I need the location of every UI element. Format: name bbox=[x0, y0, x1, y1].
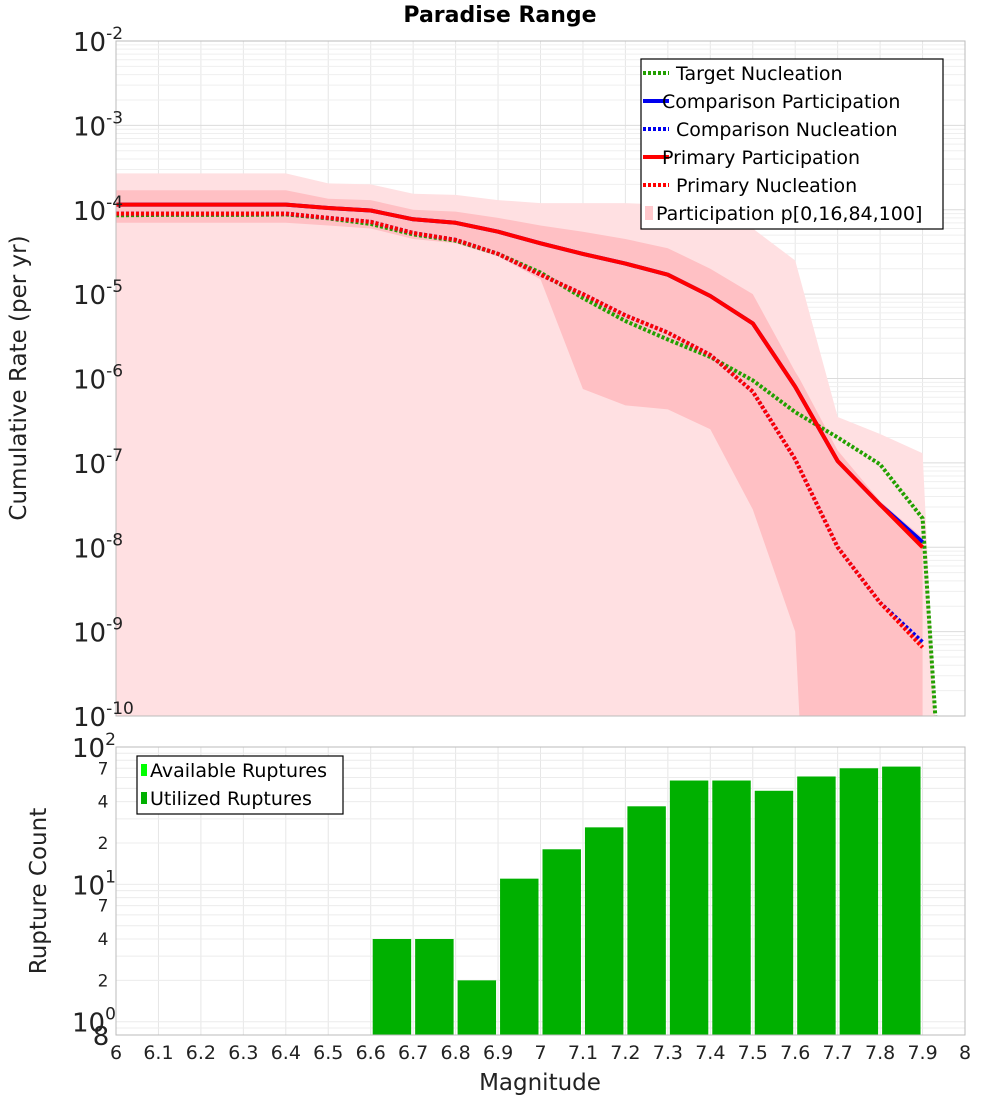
x-tick-label: 6 bbox=[110, 1042, 122, 1064]
top-y-tick-label: 10-2 bbox=[73, 24, 123, 58]
x-tick-label: 7.2 bbox=[610, 1042, 640, 1064]
x-tick-label: 7.7 bbox=[823, 1042, 853, 1064]
series-line-primary-participation bbox=[116, 202, 925, 549]
top-y-tick-label: 10-4 bbox=[73, 193, 123, 227]
band-p[16,84] bbox=[116, 190, 923, 717]
bar bbox=[627, 806, 666, 1035]
top-legend-box bbox=[640, 58, 944, 230]
x-tick-label: 6.8 bbox=[440, 1042, 470, 1064]
bottom-y-axis-label: Rupture Count bbox=[26, 808, 52, 974]
top-y-ticks: 10-2 10-3 10-4 10-5 10-6 10-7 10-8 10-9 10-10 bbox=[73, 24, 134, 733]
bottom-x-ticks: 6 6.1 6.2 6.3 6.4 6.5 6.6 6.7 6.8 6.9 7 7.1 7.2 7.3 7.… bbox=[110, 1042, 971, 1064]
legend-swatch bbox=[141, 764, 147, 776]
bottom-y-tick-label: 7 bbox=[98, 759, 109, 779]
bar bbox=[754, 790, 794, 1035]
x-tick-label: 6.9 bbox=[483, 1042, 513, 1064]
legend-label: Target Nucleation bbox=[675, 63, 843, 85]
bottom-legend-box bbox=[136, 755, 344, 815]
top-y-tick-label: 10-10 bbox=[73, 699, 134, 733]
x-tick-label: 6.3 bbox=[228, 1042, 258, 1064]
legend-label: Primary Nucleation bbox=[676, 175, 857, 197]
bottom-y-tick-label: 4 bbox=[98, 930, 109, 950]
series-line-primary-nucleation bbox=[116, 211, 925, 649]
x-tick-label: 6.5 bbox=[313, 1042, 343, 1064]
top-y-tick-label: 10-8 bbox=[73, 530, 123, 564]
top-y-tick-label: 10-5 bbox=[73, 277, 123, 311]
bar bbox=[839, 768, 879, 1035]
bottom-legend: Available Ruptures Utilized Ruptures bbox=[136, 755, 344, 815]
legend-swatch bbox=[645, 206, 653, 220]
x-tick-label: 7.6 bbox=[780, 1042, 810, 1064]
legend-label: Primary Participation bbox=[662, 147, 860, 169]
legend-label: Participation p[0,16,84,100] bbox=[656, 203, 922, 225]
top-y-tick-label: 10-6 bbox=[73, 362, 123, 396]
legend-swatch bbox=[141, 792, 147, 804]
bottom-y-tick-label: 7 bbox=[98, 897, 109, 917]
x-tick-label: 7 bbox=[534, 1042, 546, 1064]
legend-label: Comparison Nucleation bbox=[676, 119, 898, 141]
top-y-tick-label: 10-7 bbox=[73, 446, 123, 480]
bar bbox=[500, 878, 539, 1035]
top-y-tick-label: 10-9 bbox=[73, 615, 123, 649]
bar bbox=[797, 776, 836, 1035]
x-tick-label: 7.5 bbox=[738, 1042, 768, 1064]
bar bbox=[584, 827, 624, 1035]
bottom-y-tick-label: 102 bbox=[72, 730, 116, 764]
top-y-tick-label: 10-3 bbox=[73, 108, 123, 142]
legend-label: Comparison Participation bbox=[662, 91, 900, 113]
top-legend: Target Nucleation Comparison Participatio… bbox=[640, 58, 944, 230]
x-axis-label: Magnitude bbox=[479, 1070, 601, 1096]
legend-label: Utilized Ruptures bbox=[150, 788, 312, 810]
x-tick-label: 6.7 bbox=[398, 1042, 428, 1064]
top-plot-frame bbox=[115, 40, 966, 717]
bottom-y-tick-label: 101 bbox=[72, 867, 116, 901]
bar bbox=[669, 780, 709, 1035]
x-tick-label: 6.4 bbox=[271, 1042, 301, 1064]
x-tick-label: 8 bbox=[959, 1042, 971, 1064]
bottom-plot-frame bbox=[115, 746, 966, 1036]
x-tick-label: 7.3 bbox=[653, 1042, 683, 1064]
bar bbox=[542, 849, 581, 1035]
x-tick-label: 6.2 bbox=[186, 1042, 216, 1064]
top-panel: Paradise Range 10-210-310-410-510-610-71… bbox=[6, 3, 966, 733]
x-tick-label: 6.6 bbox=[356, 1042, 386, 1064]
x-tick-label: 6.1 bbox=[143, 1042, 173, 1064]
bar bbox=[712, 780, 751, 1035]
bottom-y-tick-label: 8 bbox=[93, 1022, 110, 1052]
legend-label: Available Ruptures bbox=[150, 760, 327, 782]
top-y-axis-label: Cumulative Rate (per yr) bbox=[6, 235, 32, 520]
bar bbox=[372, 939, 412, 1035]
bottom-y-tick-label: 100 bbox=[72, 1005, 116, 1039]
bottom-y-tick-label: 2 bbox=[98, 834, 109, 854]
bottom-y-tick-label: 2 bbox=[98, 971, 109, 991]
bar bbox=[415, 939, 454, 1035]
x-tick-label: 7.1 bbox=[568, 1042, 598, 1064]
top-lines bbox=[115, 202, 938, 717]
bar bbox=[882, 766, 921, 1035]
bottom-legend-items: Available Ruptures Utilized Ruptures bbox=[141, 760, 327, 810]
top-legend-items: Target Nucleation Comparison Participatio… bbox=[643, 63, 922, 225]
x-tick-label: 7.4 bbox=[695, 1042, 725, 1064]
chart-title: Paradise Range bbox=[403, 3, 596, 28]
bottom-y-tick-label: 4 bbox=[98, 793, 109, 813]
bar bbox=[457, 980, 497, 1035]
bottom-bars bbox=[372, 766, 921, 1035]
x-tick-label: 7.8 bbox=[865, 1042, 895, 1064]
x-tick-label: 7.9 bbox=[907, 1042, 937, 1064]
